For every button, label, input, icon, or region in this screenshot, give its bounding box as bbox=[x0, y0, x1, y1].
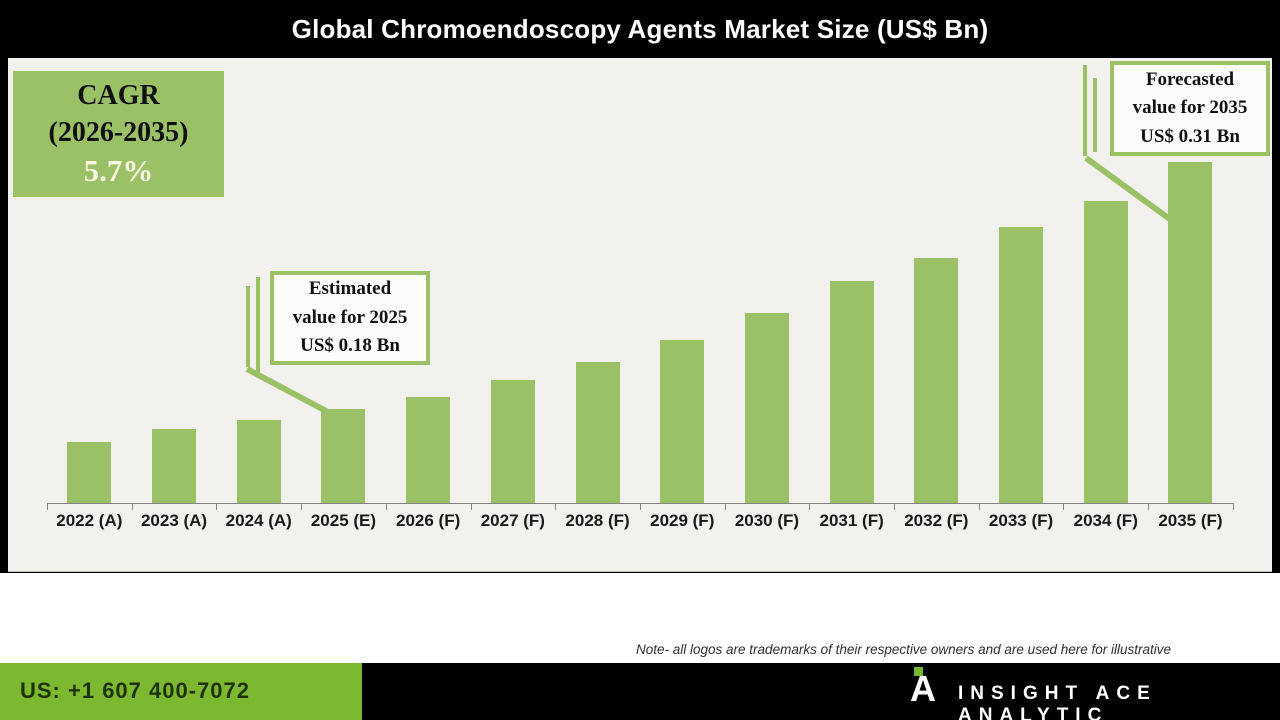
contributors-strip: Market Contributors: COSMO AMERICAN REGE… bbox=[0, 573, 1280, 691]
footer: US: +1 607 400-7072 A INSIGHT ACE ANALYT… bbox=[0, 663, 1280, 720]
estimated-callout-line2: value for 2025 bbox=[292, 306, 408, 328]
x-axis-tick bbox=[639, 503, 641, 510]
x-axis-tick bbox=[131, 503, 133, 510]
forecast-value-callout: Forecasted value for 2035 US$ 0.31 Bn bbox=[1110, 61, 1270, 156]
x-axis-label: 2025 (E) bbox=[310, 511, 377, 530]
bar-2029 bbox=[660, 340, 705, 503]
x-axis-label: 2028 (F) bbox=[565, 511, 630, 530]
x-axis-label: 2029 (F) bbox=[650, 511, 715, 530]
cagr-label: CAGR bbox=[77, 79, 160, 111]
x-axis-tick bbox=[216, 503, 218, 510]
page-title: Global Chromoendoscopy Agents Market Siz… bbox=[291, 14, 989, 44]
x-axis-tick bbox=[1148, 503, 1150, 510]
x-axis-tick bbox=[894, 503, 895, 510]
x-axis-label: 2032 (F) bbox=[904, 511, 969, 530]
x-axis-label: 2031 (F) bbox=[819, 511, 884, 530]
x-axis-label: 2024 (A) bbox=[225, 511, 292, 530]
x-axis-label: 2035 (F) bbox=[1158, 511, 1223, 530]
bar-2023 bbox=[152, 429, 197, 503]
forecast-callout-line1: Forecasted bbox=[1145, 68, 1235, 90]
estimated-callout-line1: Estimated bbox=[308, 278, 392, 300]
bar-2026 bbox=[406, 397, 451, 503]
bar-2022 bbox=[67, 442, 112, 503]
cagr-box: CAGR (2026-2035) 5.7% bbox=[13, 71, 224, 197]
x-axis-label: 2026 (F) bbox=[396, 511, 461, 530]
x-axis-tick bbox=[724, 503, 726, 510]
x-axis-tick bbox=[47, 503, 48, 510]
cagr-period: (2026-2035) bbox=[48, 116, 189, 148]
chart-panel: CAGR (2026-2035) 5.7% Estimated value fo… bbox=[8, 58, 1272, 572]
bar-2030 bbox=[744, 313, 789, 503]
x-axis-label: 2034 (F) bbox=[1073, 511, 1138, 530]
estimated-callout-value: US$ 0.18 Bn bbox=[300, 335, 400, 357]
bar-2034 bbox=[1083, 201, 1128, 503]
bar-2032 bbox=[914, 258, 959, 503]
x-axis-tick bbox=[1232, 503, 1234, 510]
title-bar: Global Chromoendoscopy Agents Market Siz… bbox=[0, 0, 1280, 58]
x-axis-label: 2030 (F) bbox=[734, 511, 800, 530]
insight-ace-logo: A bbox=[910, 666, 944, 716]
bar-2033 bbox=[999, 227, 1044, 503]
bar-2024 bbox=[236, 420, 281, 503]
bar-2035 bbox=[1168, 162, 1213, 503]
phone-number: US: +1 607 400-7072 bbox=[20, 678, 250, 703]
x-axis-tick bbox=[385, 503, 387, 510]
x-axis-tick bbox=[809, 503, 811, 510]
bar-2031 bbox=[829, 281, 874, 503]
x-axis-label: 2022 (A) bbox=[56, 511, 123, 530]
insight-ace-logo-letter: A bbox=[910, 668, 936, 709]
x-axis-tick bbox=[555, 503, 557, 510]
x-axis-tick bbox=[301, 503, 303, 510]
cagr-value: 5.7% bbox=[83, 152, 154, 188]
footer-phone-block: US: +1 607 400-7072 bbox=[0, 663, 362, 720]
bar-2025 bbox=[321, 409, 366, 503]
x-axis-label: 2033 (F) bbox=[988, 511, 1054, 530]
estimated-value-callout: Estimated value for 2025 US$ 0.18 Bn bbox=[270, 271, 430, 365]
x-axis-tick bbox=[978, 503, 980, 510]
bar-2027 bbox=[490, 380, 535, 503]
brand-name: INSIGHT ACE ANALYTIC bbox=[958, 683, 1157, 720]
x-axis-label: 2027 (F) bbox=[480, 511, 545, 530]
forecast-callout-line2: value for 2035 bbox=[1132, 97, 1248, 119]
forecast-callout-value: US$ 0.31 Bn bbox=[1140, 125, 1240, 147]
x-axis-label: 2023 (A) bbox=[140, 511, 208, 530]
x-axis-tick bbox=[1063, 503, 1065, 510]
x-axis-tick bbox=[470, 503, 472, 510]
bar-2028 bbox=[575, 362, 620, 503]
insight-ace-logo-dot-icon bbox=[914, 667, 923, 676]
